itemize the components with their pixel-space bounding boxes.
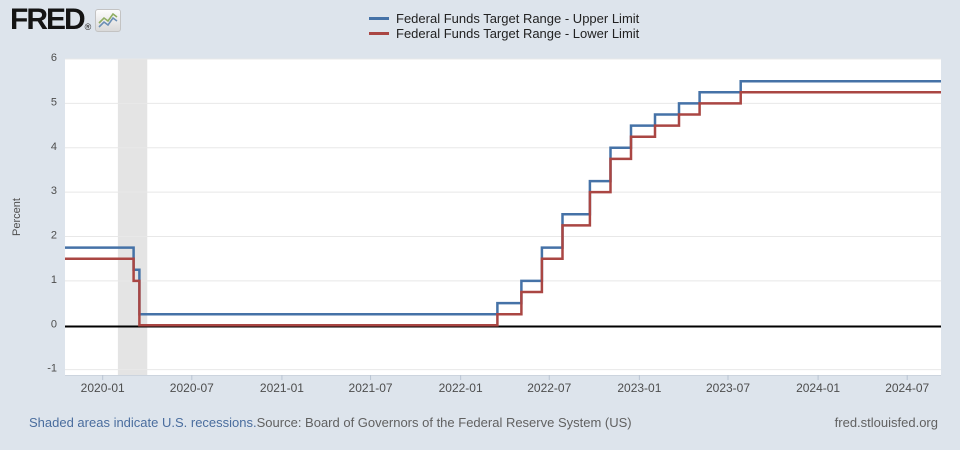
x-tick-label: 2024-07 (885, 381, 929, 395)
x-tick-label: 2024-01 (796, 381, 840, 395)
footer-notes: Shaded areas indicate U.S. recessions.So… (29, 415, 632, 430)
y-tick-label: 5 (51, 96, 57, 108)
y-tick-label: -1 (47, 363, 57, 375)
y-tick-label: 4 (51, 141, 57, 153)
fred-logo[interactable]: FRED ® (10, 3, 122, 36)
x-tick-label: 2022-01 (439, 381, 483, 395)
source-text: Source: Board of Governors of the Federa… (256, 415, 632, 430)
x-tick-label: 2023-07 (706, 381, 750, 395)
legend-swatch-lower (369, 32, 389, 35)
y-axis-title: Percent (11, 198, 23, 236)
recession-note-link[interactable]: Shaded areas indicate U.S. recessions. (29, 415, 257, 430)
legend-label-lower: Federal Funds Target Range - Lower Limit (396, 26, 640, 41)
sparkline-chart-icon (95, 9, 122, 32)
fred-site-link[interactable]: fred.stlouisfed.org (834, 415, 938, 430)
series-line-lower-limit (65, 91, 941, 327)
x-tick-label: 2021-01 (260, 381, 304, 395)
registered-trademark-icon: ® (84, 22, 92, 32)
x-tick-label: 2023-01 (617, 381, 661, 395)
y-tick-label: 3 (51, 185, 57, 197)
legend-swatch-upper (369, 17, 389, 20)
y-tick-label: 2 (51, 230, 57, 242)
legend-item-upper-limit: Federal Funds Target Range - Upper Limit (369, 11, 639, 26)
legend-label-upper: Federal Funds Target Range - Upper Limit (396, 11, 640, 26)
y-tick-label: 0 (51, 318, 57, 330)
recession-band (117, 59, 148, 375)
plot-background (65, 59, 941, 375)
footer: Shaded areas indicate U.S. recessions.So… (0, 415, 960, 435)
y-tick-label: 6 (51, 52, 57, 64)
x-tick-label: 2020-07 (170, 381, 214, 395)
y-tick-label: 1 (51, 274, 57, 286)
x-tick-label: 2022-07 (527, 381, 571, 395)
x-tick-label: 2021-07 (349, 381, 393, 395)
fred-logo-text: FRED (10, 3, 86, 36)
legend: Federal Funds Target Range - Upper Limit… (369, 11, 639, 41)
x-tick-label: 2020-01 (81, 381, 125, 395)
legend-item-lower-limit: Federal Funds Target Range - Lower Limit (369, 26, 639, 41)
